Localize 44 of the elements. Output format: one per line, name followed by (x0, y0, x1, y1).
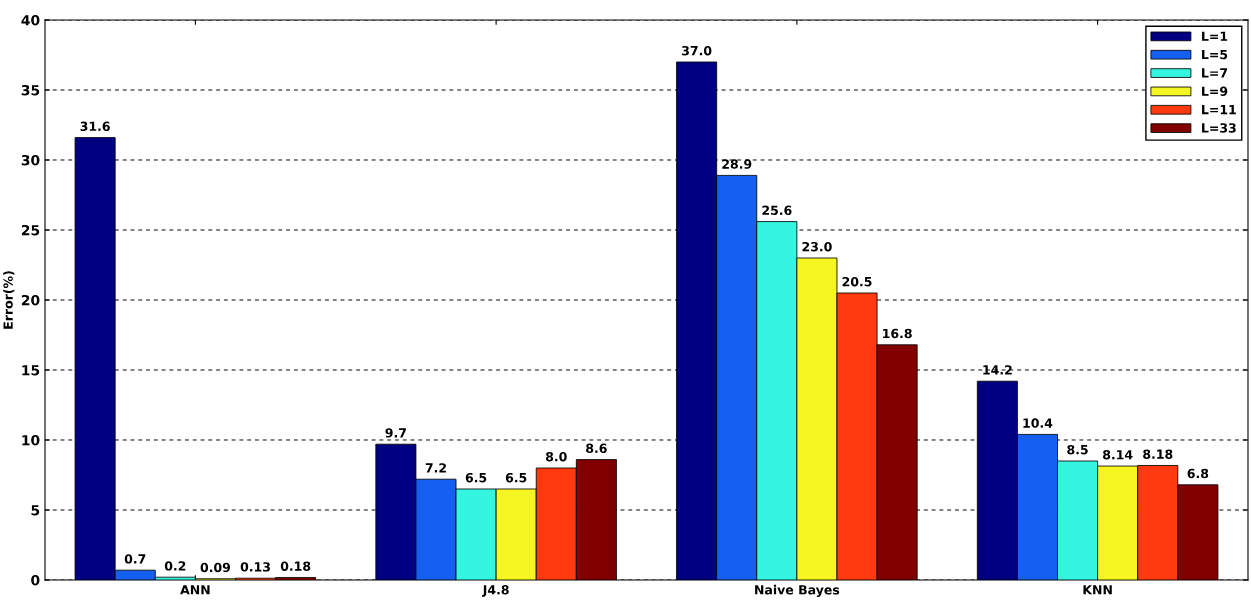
y-tick-label: 10 (22, 434, 40, 446)
data-label: 14.2 (983, 365, 1012, 375)
legend-label: L=7 (1202, 68, 1228, 78)
y-tick-label: 35 (21, 84, 40, 96)
legend-label: L=33 (1202, 123, 1236, 133)
data-label: 16.8 (883, 328, 912, 339)
data-label: 23.0 (802, 241, 832, 252)
y-tick-label: 20 (21, 294, 40, 306)
x-tick-label: KNN (1083, 585, 1112, 595)
data-label: 8.5 (1067, 444, 1088, 455)
data-label: 8.18 (1143, 449, 1173, 459)
y-tick-label: 25 (21, 224, 40, 236)
y-tick-label: 40 (21, 14, 40, 26)
y-tick-label: 30 (21, 154, 40, 166)
data-label: 28.9 (722, 159, 752, 169)
data-label: 31.6 (80, 121, 110, 132)
legend-label: L=1 (1202, 31, 1228, 41)
data-label: 10.4 (1023, 418, 1053, 428)
x-tick-label: Naive Bayes (755, 584, 840, 598)
legend-label: L=5 (1202, 49, 1228, 60)
data-label: 8.0 (545, 451, 567, 462)
data-label: 9.7 (385, 428, 406, 438)
y-axis-title: Error(%) (3, 271, 15, 329)
data-label: 8.14 (1103, 450, 1133, 460)
y-tick-label: 0 (31, 574, 40, 586)
data-label: 25.6 (762, 205, 792, 216)
data-label: 0.2 (164, 561, 186, 571)
data-label: 8.6 (586, 443, 607, 454)
data-label: 6.8 (1187, 468, 1209, 479)
y-tick-label: 5 (31, 505, 40, 516)
data-label: 6.5 (505, 472, 527, 483)
legend-label: L=11 (1202, 105, 1236, 115)
x-tick-label: ANN (180, 585, 210, 595)
data-label: 0.13 (240, 562, 270, 572)
data-label: 0.7 (124, 554, 146, 564)
y-tick-label: 15 (22, 365, 40, 376)
data-label: 6.5 (465, 472, 487, 483)
data-label: 7.2 (425, 463, 446, 473)
x-tick-label: J4.8 (482, 585, 509, 597)
data-label: 0.09 (200, 562, 231, 573)
data-label: 0.18 (280, 561, 311, 571)
legend-label: L=9 (1202, 86, 1228, 96)
data-label: 37.0 (682, 45, 712, 56)
data-label: 20.5 (842, 276, 872, 287)
